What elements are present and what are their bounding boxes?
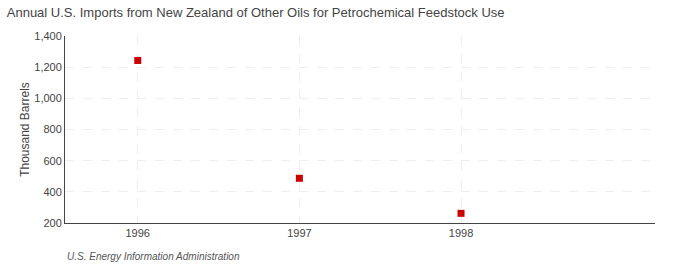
svg-text:1,200: 1,200 [34,61,62,73]
svg-text:1998: 1998 [449,227,473,239]
svg-text:1996: 1996 [125,227,149,239]
svg-text:600: 600 [43,155,61,167]
svg-text:200: 200 [43,217,61,229]
svg-text:Annual U.S. Imports from New Z: Annual U.S. Imports from New Zealand of … [7,5,505,20]
svg-text:Thousand Barrels: Thousand Barrels [18,82,32,177]
svg-text:400: 400 [43,186,61,198]
svg-text:1,000: 1,000 [34,92,62,104]
svg-text:1997: 1997 [287,227,311,239]
svg-text:800: 800 [43,123,61,135]
svg-text:U.S. Energy Information Admini: U.S. Energy Information Administration [67,251,240,262]
svg-text:1,400: 1,400 [34,30,62,42]
